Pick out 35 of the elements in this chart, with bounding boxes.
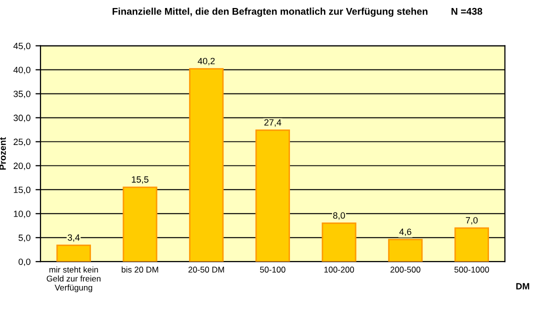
y-tick-label: 25,0 <box>14 138 30 146</box>
y-tick-label: 20,0 <box>14 162 30 170</box>
bar <box>56 244 91 262</box>
y-axis-title: Prozent <box>0 137 6 170</box>
x-tick-label: bis 20 DM <box>122 266 158 273</box>
data-label: 4,6 <box>399 228 412 236</box>
data-label: 3,4 <box>68 234 80 242</box>
bar <box>189 68 224 262</box>
bar <box>454 227 490 262</box>
y-tick-label: 0,0 <box>18 258 30 266</box>
x-tick-label: 100-200 <box>324 266 354 273</box>
bar <box>388 238 423 262</box>
y-tick-label: 40,0 <box>13 66 30 74</box>
y-tick-label: 15,0 <box>14 186 30 194</box>
y-tick-label: 30,0 <box>14 114 30 122</box>
data-label: 8,0 <box>333 212 345 220</box>
data-label: 7,0 <box>466 217 478 225</box>
y-tick-label: 5,0 <box>18 234 30 242</box>
bar <box>322 222 356 262</box>
y-tick-label: 35,0 <box>14 90 30 98</box>
x-tick-label: 500-1000 <box>454 266 490 273</box>
y-tick-label: 10,0 <box>14 210 30 218</box>
bar <box>122 186 158 262</box>
chart-title: Finanzielle Mittel, die den Befragten monatlich zur Verfügung stehen <box>112 8 428 17</box>
bar <box>255 129 290 262</box>
x-tick-label: mir steht kein Geld zur freien Verfügung <box>46 266 100 292</box>
data-label: 27,4 <box>264 119 282 127</box>
x-axis-title: DM <box>516 283 530 290</box>
data-label: 15,5 <box>132 176 148 184</box>
data-label: 40,2 <box>198 58 215 66</box>
x-tick-label: 200-500 <box>390 266 420 273</box>
x-tick-label: 50-100 <box>260 266 286 273</box>
y-tick-label: 45,0 <box>13 42 30 50</box>
text: N =438 <box>452 8 482 15</box>
x-tick-label: 20-50 DM <box>188 266 224 273</box>
